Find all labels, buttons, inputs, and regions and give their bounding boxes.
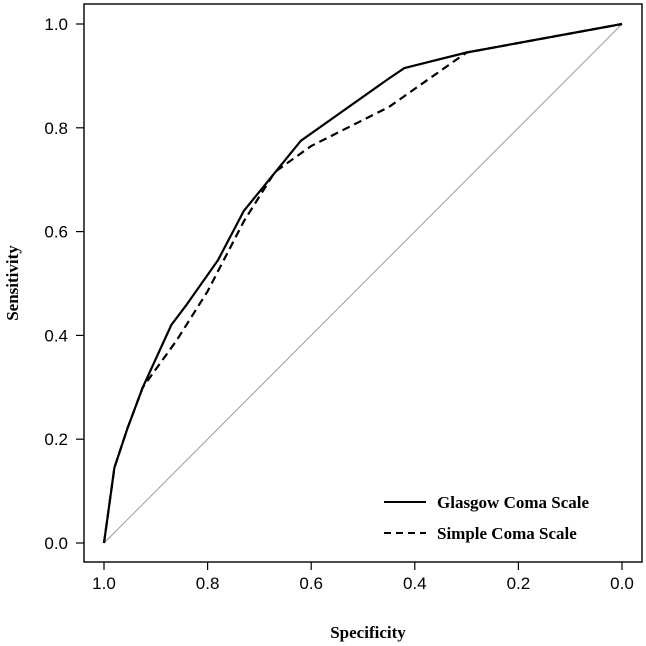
x-tick-label: 0.0 — [610, 574, 634, 593]
series-line-glasgow-coma-scale — [102, 22, 623, 544]
x-axis-title: Specificity — [330, 623, 406, 642]
x-tick-label: 0.6 — [299, 574, 323, 593]
series-lines — [102, 22, 623, 544]
y-tick-label: 0.2 — [44, 430, 68, 449]
y-tick-label: 0.8 — [44, 119, 68, 138]
y-tick-label: 1.0 — [44, 15, 68, 34]
legend: Glasgow Coma Scale Simple Coma Scale — [384, 493, 590, 543]
x-tick-label: 0.8 — [196, 574, 220, 593]
y-tick-label: 0.4 — [44, 326, 68, 345]
x-axis-ticks: 1.0 0.8 0.6 0.4 0.2 0.0 — [92, 562, 634, 593]
series-line-simple-coma-scale — [102, 22, 623, 544]
x-tick-label: 0.4 — [403, 574, 427, 593]
legend-label-simple: Simple Coma Scale — [437, 524, 577, 543]
x-tick-label: 0.2 — [507, 574, 531, 593]
x-tick-label: 1.0 — [92, 574, 116, 593]
y-tick-label: 0.0 — [44, 534, 68, 553]
legend-label-glasgow: Glasgow Coma Scale — [437, 493, 590, 512]
plot-frame — [83, 3, 643, 563]
reference-diagonal — [103, 23, 623, 544]
y-axis-ticks: 0.0 0.2 0.4 0.6 0.8 1.0 — [44, 15, 84, 553]
y-axis-title: Sensitivity — [3, 245, 22, 321]
y-tick-label: 0.6 — [44, 223, 68, 242]
